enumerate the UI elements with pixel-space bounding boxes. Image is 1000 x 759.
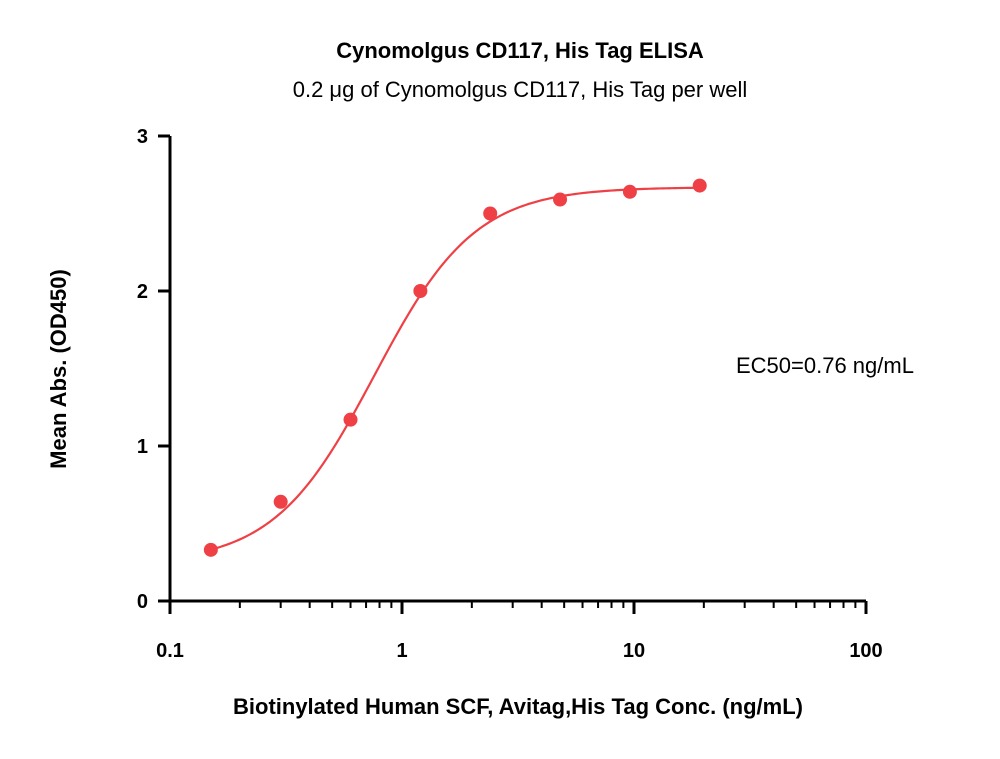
y-tick-label: 2 — [137, 281, 148, 303]
x-axis: 0.1 1 10 100 — [156, 599, 883, 662]
data-point — [273, 494, 288, 509]
y-tick-label: 1 — [137, 436, 148, 458]
data-points — [203, 178, 707, 557]
fit-curve — [210, 186, 700, 551]
data-point — [692, 178, 707, 193]
x-tick-label: 100 — [849, 640, 882, 662]
data-point — [413, 284, 428, 298]
y-tick-label: 3 — [137, 126, 148, 148]
chart-subtitle: 0.2 μg of Cynomolgus CD117, His Tag per … — [293, 77, 748, 102]
ec50-annotation: EC50=0.76 ng/mL — [736, 353, 914, 378]
chart-title: Cynomolgus CD117, His Tag ELISA — [336, 38, 704, 63]
y-axis: 0 1 2 3 — [137, 126, 172, 613]
y-tick-label: 0 — [137, 591, 148, 613]
y-ticks: 0 1 2 3 — [137, 126, 170, 613]
y-axis-title: Mean Abs. (OD450) — [46, 269, 71, 469]
x-axis-title: Biotinylated Human SCF, Avitag,His Tag C… — [233, 694, 803, 719]
data-point — [622, 184, 637, 199]
data-point — [483, 206, 498, 221]
x-tick-label: 10 — [623, 640, 645, 662]
x-tick-label: 0.1 — [156, 640, 184, 662]
data-point — [343, 412, 358, 427]
x-tick-label: 1 — [396, 640, 407, 662]
data-point — [553, 192, 568, 207]
plot-area — [203, 178, 707, 557]
data-point — [203, 542, 218, 557]
x-ticks: 0.1 1 10 100 — [156, 601, 883, 662]
